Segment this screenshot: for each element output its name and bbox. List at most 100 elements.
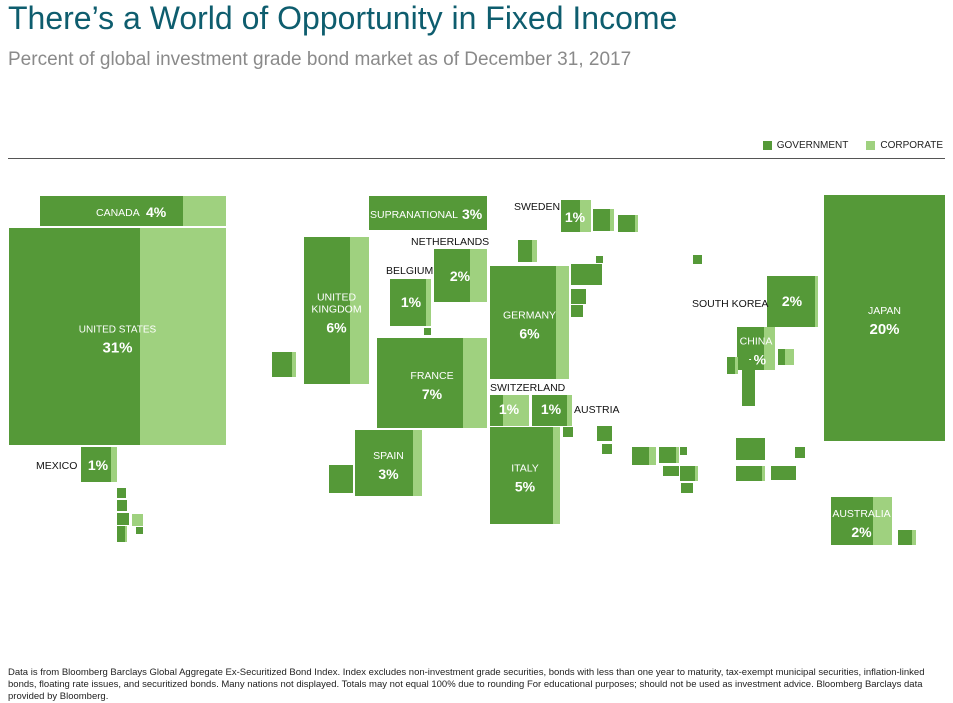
country-label-germany: GERMANY xyxy=(503,310,556,322)
country-canada-government-block xyxy=(40,196,183,226)
country-label-japan: JAPAN xyxy=(868,305,901,317)
country-value-south-korea: 2% xyxy=(782,293,803,309)
country-label-spain: SPAIN xyxy=(373,450,404,462)
country-united-kingdom-government-block xyxy=(304,237,350,384)
country-supranational-government-block xyxy=(369,196,487,230)
country-mexico-government-block xyxy=(81,447,111,482)
small-country-28-government-block xyxy=(742,360,755,406)
small-country-18-government-block xyxy=(424,328,431,335)
footnote: Data is from Bloomberg Barclays Global A… xyxy=(8,667,925,702)
country-belgium-government-block xyxy=(390,279,426,326)
small-country-22-government-block xyxy=(663,466,679,476)
legend-swatch-corporate xyxy=(866,141,876,150)
small-country-11-government-block xyxy=(571,305,583,317)
small-country-6-government-block xyxy=(117,526,125,542)
country-australia-government-block xyxy=(831,497,873,545)
country-label-austria: AUSTRIA xyxy=(574,404,620,416)
country-label-south-korea: SOUTH KOREA xyxy=(692,298,768,310)
small-country-13-government-block xyxy=(618,215,635,232)
small-country-21-government-block xyxy=(659,447,676,463)
small-country-35-corporate-block xyxy=(912,530,916,545)
small-country-8-government-block xyxy=(518,240,532,262)
country-value-switzerland: 1% xyxy=(499,401,520,417)
small-country-6-corporate-block xyxy=(125,526,127,542)
country-label-supranational: SUPRANATIONAL xyxy=(370,209,458,221)
country-label-italy: ITALY xyxy=(511,463,539,475)
small-country-7-government-block xyxy=(136,527,143,534)
small-country-3-government-block xyxy=(117,500,127,511)
small-country-15-government-block xyxy=(563,427,573,437)
country-italy-government-block xyxy=(490,427,553,524)
small-country-25-government-block xyxy=(681,483,693,493)
legend-label-corporate: CORPORATE xyxy=(880,140,943,151)
small-country-30-government-block xyxy=(778,349,785,365)
country-australia-corporate-block xyxy=(873,497,892,545)
legend-label-government: GOVERNMENT xyxy=(776,140,849,151)
country-label-sweden: SWEDEN xyxy=(514,201,560,213)
small-country-8-corporate-block xyxy=(532,240,537,262)
country-france-government-block xyxy=(377,338,463,428)
small-country-4-government-block xyxy=(117,513,129,525)
legend-item-government: GOVERNMENT xyxy=(762,140,849,151)
country-value-netherlands: 2% xyxy=(450,268,471,284)
small-country-20-government-block xyxy=(632,447,649,465)
small-country-0-government-block xyxy=(272,352,292,377)
country-label-australia: AUSTRALIA xyxy=(832,508,890,520)
small-country-29-government-block xyxy=(745,352,754,359)
small-country-12-corporate-block xyxy=(610,209,614,231)
small-country-1-government-block xyxy=(329,465,353,493)
country-south-korea-corporate-block xyxy=(815,276,818,327)
country-label-united-states: UNITED STATES xyxy=(79,325,157,336)
small-country-13-corporate-block xyxy=(635,215,638,232)
country-value-spain: 3% xyxy=(378,466,399,482)
country-value-supranational: 3% xyxy=(462,206,483,222)
chart-subtitle: Percent of global investment grade bond … xyxy=(8,49,632,70)
country-value-france: 7% xyxy=(422,386,443,402)
small-country-23-government-block xyxy=(680,447,687,455)
small-country-21-corporate-block xyxy=(676,447,679,463)
country-label-france: FRANCE xyxy=(410,370,453,382)
country-value-belgium: 1% xyxy=(401,294,422,310)
small-country-33-government-block xyxy=(771,466,796,480)
country-germany-corporate-block xyxy=(556,266,569,379)
small-country-12-government-block xyxy=(593,209,610,231)
country-label-belgium: BELGIUM xyxy=(386,265,433,277)
country-south-korea-government-block xyxy=(767,276,815,327)
small-country-34-government-block xyxy=(795,447,805,458)
small-country-19-government-block xyxy=(578,201,580,213)
country-label-united-kingdom: UNITED xyxy=(317,292,357,304)
country-label-canada: CANADA xyxy=(96,207,140,219)
small-country-16-government-block xyxy=(597,426,612,441)
small-country-32-government-block xyxy=(736,466,762,481)
country-netherlands-government-block xyxy=(434,249,470,302)
small-country-27-government-block xyxy=(727,357,735,374)
small-country-35-government-block xyxy=(898,530,912,545)
country-label-china: CHINA xyxy=(740,336,773,348)
small-country-19-corporate-block xyxy=(580,201,590,213)
country-austria-corporate-block xyxy=(567,395,572,426)
legend-swatch-government xyxy=(762,141,772,150)
country-netherlands-corporate-block xyxy=(470,249,487,302)
country-switzerland-government-block xyxy=(490,395,503,426)
country-label-switzerland: SWITZERLAND xyxy=(490,382,566,394)
small-country-30-corporate-block xyxy=(785,349,794,365)
country-germany-government-block xyxy=(490,266,556,379)
country-value-united-states: 31% xyxy=(102,340,132,357)
small-country-9-government-block xyxy=(571,264,602,285)
small-country-27-corporate-block xyxy=(735,357,738,374)
country-sweden-corporate-block xyxy=(580,200,591,232)
country-canada-corporate-block xyxy=(183,196,226,226)
country-spain-corporate-block xyxy=(413,430,422,496)
country-united-states-government-block xyxy=(9,228,140,445)
country-italy-corporate-block xyxy=(553,427,560,524)
chart-title: There’s a World of Opportunity in Fixed … xyxy=(8,0,678,36)
country-switzerland-corporate-block xyxy=(503,395,529,426)
country-label-netherlands: NETHERLANDS xyxy=(411,236,489,248)
country-austria-government-block xyxy=(532,395,567,426)
small-country-20-corporate-block xyxy=(649,447,656,465)
country-china-corporate-block xyxy=(764,327,775,370)
country-value-italy: 5% xyxy=(515,479,536,495)
small-country-10-government-block xyxy=(571,289,586,304)
small-country-24-corporate-block xyxy=(695,466,698,481)
